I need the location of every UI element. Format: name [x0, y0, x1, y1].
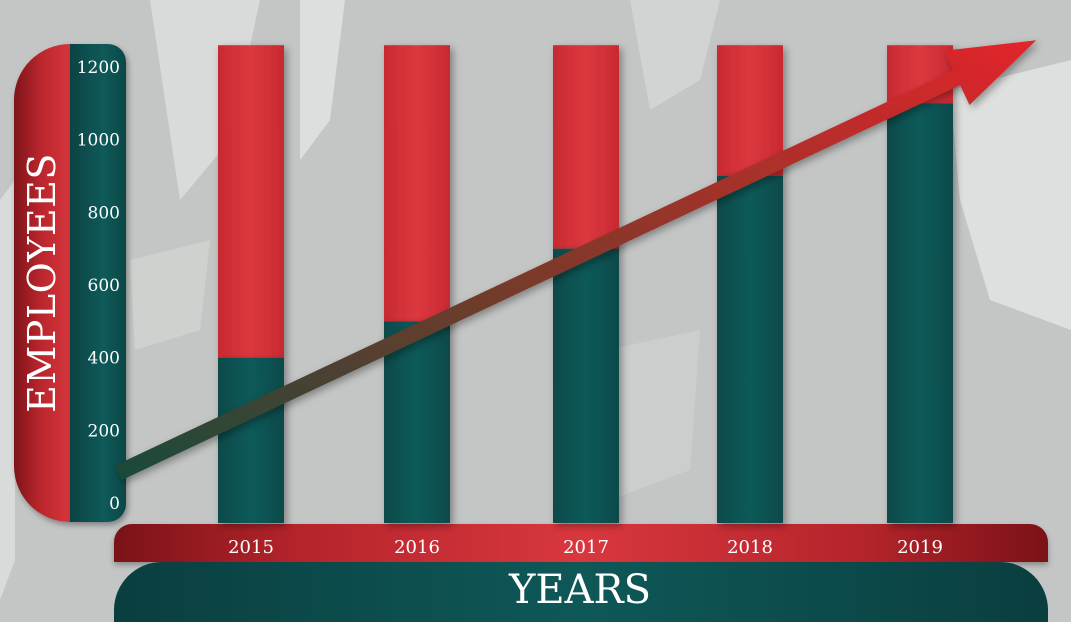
- bar-total-2015: [218, 45, 284, 358]
- y-tick-label: 200: [88, 421, 120, 441]
- x-tick-label: 2015: [228, 537, 274, 558]
- bar-total-2018: [717, 45, 783, 177]
- bar-employees-2016: [384, 321, 450, 523]
- bar-total-2017: [553, 45, 619, 249]
- bar-employees-2019: [887, 103, 953, 523]
- x-axis-tick-panel: [114, 524, 1048, 562]
- trend-arrow: [114, 40, 1037, 481]
- bar-employees-2018: [717, 176, 783, 523]
- bar-total-2016: [384, 45, 450, 322]
- x-axis-label-panel: [114, 562, 1048, 622]
- y-tick-label: 600: [88, 276, 120, 296]
- y-tick-label: 800: [88, 203, 120, 223]
- y-axis-tick-panel: [70, 44, 126, 522]
- y-tick-label: 0: [109, 494, 120, 514]
- y-axis-label-panel: [14, 44, 70, 522]
- bar-employees-2017: [553, 248, 619, 523]
- y-tick-label: 1200: [77, 58, 120, 78]
- x-tick-label: 2019: [897, 537, 943, 558]
- x-tick-label: 2016: [394, 537, 440, 558]
- y-tick-label: 400: [88, 349, 120, 369]
- y-tick-label: 1000: [77, 131, 120, 151]
- bar-employees-2015: [218, 357, 284, 523]
- x-axis-title: YEARS: [508, 567, 652, 613]
- x-tick-label: 2018: [727, 537, 773, 558]
- x-tick-label: 2017: [563, 537, 609, 558]
